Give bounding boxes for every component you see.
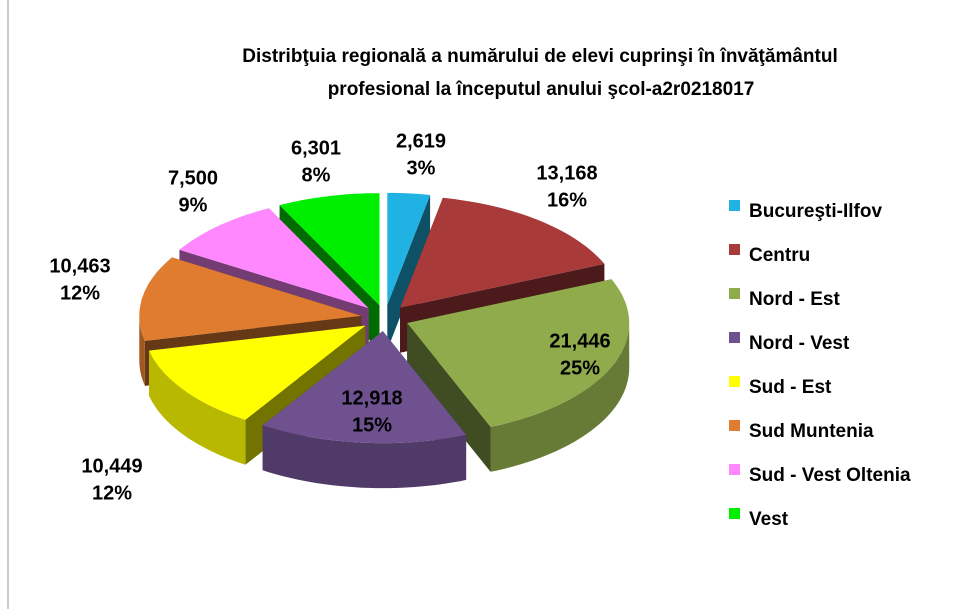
percent-label: 12% [92,482,132,504]
slice-wall [490,323,630,472]
data-label: 10,449 [81,455,142,477]
percent-label: 16% [547,189,587,211]
slice [407,279,630,427]
slice-side [407,323,491,472]
data-label: 7,500 [168,167,218,189]
chart-title: Distribţuia regională a numărului de ele… [242,46,837,67]
slice [179,208,369,309]
legend-swatch [729,200,740,211]
data-label: 13,168 [536,162,597,184]
legend-label: Bucureşti-Ilfov [749,201,882,222]
legend-swatch [729,288,740,299]
slice [139,257,362,341]
percent-label: 15% [352,414,392,436]
slice [279,193,380,306]
data-label: 10,463 [49,255,110,277]
slice-wall [149,350,246,465]
legend-swatch [729,376,740,387]
legend-label: Nord - Vest [749,333,850,354]
percent-label: 8% [302,164,331,186]
legend-swatch [729,464,740,475]
legend-label: Sud - Vest Oltenia [749,465,911,486]
slice [387,192,431,305]
legend-label: Sud Muntenia [749,421,874,442]
legend-swatch [729,244,740,255]
data-label: 6,301 [291,137,341,159]
percent-label: 12% [60,282,100,304]
data-label: 12,918 [341,387,402,409]
slice-side [387,195,431,350]
percent-label: 25% [560,357,600,379]
legend-label: Nord - Est [749,289,840,310]
legend-label: Sud - Est [749,377,832,398]
legend-swatch [729,332,740,343]
data-label: 2,619 [396,130,446,152]
percent-label: 3% [407,157,436,179]
slice-wall [139,315,145,386]
legend-swatch [729,508,740,519]
legend-label: Vest [749,509,789,530]
slice-wall [262,425,467,489]
legend-label: Centru [749,245,810,266]
legend-swatch [729,420,740,431]
chart-title: profesional la începutul anului şcol-a2r… [328,79,755,100]
slice [149,325,366,420]
data-label: 21,446 [549,330,610,352]
percent-label: 9% [179,194,208,216]
slice [262,331,467,444]
slice [400,197,605,308]
